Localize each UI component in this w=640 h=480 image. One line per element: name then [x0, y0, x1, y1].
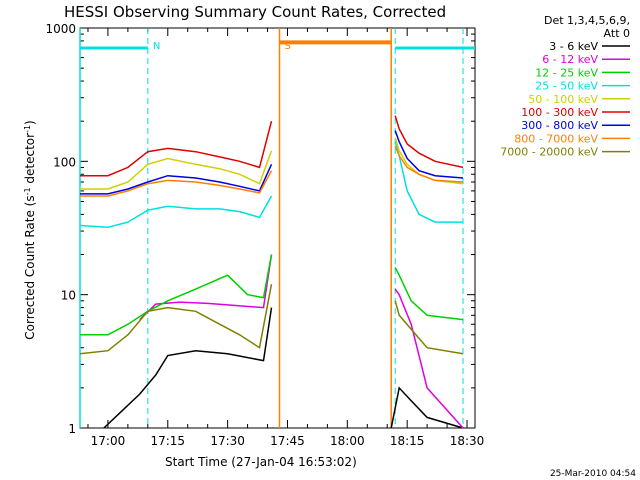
series-line: [103, 307, 464, 429]
x-tick-label: 18:15: [390, 434, 425, 448]
x-tick-label: 18:30: [450, 434, 485, 448]
series-line: [80, 115, 464, 177]
legend-header-2: Att 0: [604, 27, 630, 40]
x-tick-labels: 17:00 17:15 17:30 17:45 18:00 18:15 18:30: [91, 434, 485, 448]
legend-label: 100 - 300 keV: [521, 106, 598, 119]
y-axis-label-sup2: -1: [23, 125, 32, 133]
y-axis-label-sup1: -1: [23, 187, 32, 195]
y-axis-label-mid: detector: [23, 133, 37, 188]
legend-label: 300 - 800 keV: [521, 119, 598, 132]
night-marker-label: N: [153, 41, 160, 52]
series-lines: [79, 115, 464, 429]
axis-ticks: [80, 27, 475, 429]
y-tick-label: 1000: [45, 22, 76, 36]
footer-date: 25-Mar-2010 04:54: [550, 469, 636, 479]
plot-frame: [79, 27, 476, 429]
legend-label: 800 - 7000 keV: [514, 132, 598, 145]
plot-border: [79, 27, 476, 429]
y-tick-label: 1: [68, 422, 76, 436]
series-line: [80, 145, 464, 197]
y-tick-label: 10: [61, 289, 76, 303]
legend-label: 50 - 100 keV: [528, 93, 598, 106]
series-line: [79, 283, 464, 355]
legend-label: 12 - 25 keV: [535, 66, 598, 79]
x-axis-label: Start Time (27-Jan-04 16:53:02): [165, 455, 357, 469]
x-tick-label: 17:30: [210, 434, 245, 448]
y-axis-label-main: Corrected Count Rate (s: [23, 195, 37, 339]
chart-title: HESSI Observing Summary Count Rates, Cor…: [64, 3, 446, 21]
y-tick-labels: 1 10 100 1000: [45, 22, 76, 436]
interval-lines: [79, 28, 464, 428]
legend-label: 6 - 12 keV: [542, 53, 598, 66]
y-axis-label-end: ): [23, 120, 37, 125]
legend-label: 7000 - 20000 keV: [500, 146, 598, 159]
x-tick-label: 17:00: [91, 434, 126, 448]
series-line: [80, 254, 464, 336]
series-line: [80, 130, 464, 195]
legend-header: Det 1,3,4,5,6,9,: [544, 14, 630, 27]
x-tick-label: 17:45: [270, 434, 305, 448]
x-tick-label: 18:00: [330, 434, 365, 448]
series-line: [139, 254, 464, 429]
saa-marker-label: S: [284, 41, 290, 52]
y-tick-label: 100: [53, 155, 76, 169]
y-axis-label: Corrected Count Rate (s-1 detector-1): [23, 120, 38, 339]
legend-label: 25 - 50 keV: [535, 80, 598, 93]
x-tick-label: 17:15: [150, 434, 185, 448]
legend-label: 3 - 6 keV: [549, 40, 598, 53]
